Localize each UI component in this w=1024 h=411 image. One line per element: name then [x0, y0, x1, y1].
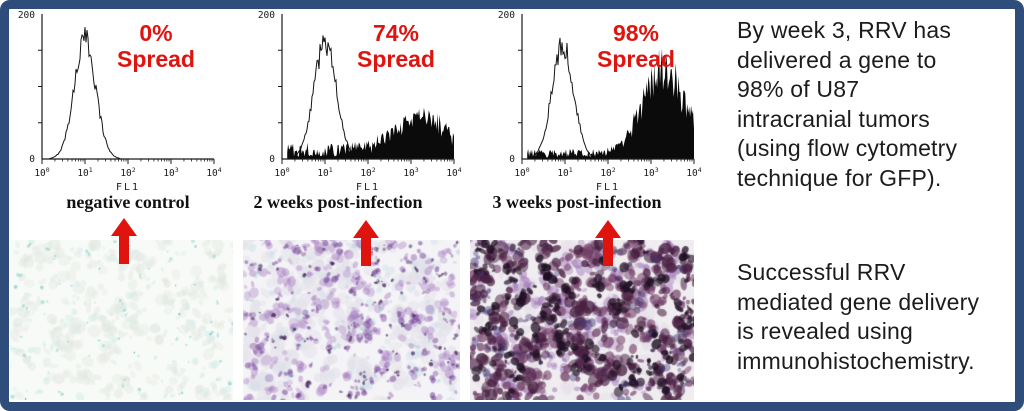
ihc-summary-text: Successful RRV mediated gene delivery is… — [737, 259, 980, 374]
spread-annotation: 74% Spread — [320, 20, 472, 72]
spread-percent: 0% — [139, 20, 173, 46]
svg-text:FL1: FL1 — [596, 182, 620, 193]
svg-text:FL1: FL1 — [356, 182, 380, 193]
up-arrow-icon — [595, 220, 621, 266]
svg-text:0: 0 — [29, 154, 35, 165]
svg-text:104: 104 — [686, 166, 701, 179]
flow-panel-2-weeks: 100 101 102 103 104 200 0 FL1 74% Spread — [248, 4, 478, 196]
svg-text:200: 200 — [18, 10, 35, 21]
svg-text:0: 0 — [269, 154, 275, 165]
svg-text:200: 200 — [498, 10, 515, 21]
spread-percent: 74% — [372, 20, 420, 46]
spread-word: Spread — [597, 46, 675, 72]
svg-text:102: 102 — [120, 166, 135, 179]
caption-2-weeks: 2 weeks post-infection — [253, 192, 423, 212]
svg-text:102: 102 — [360, 166, 375, 179]
up-arrow-icon — [353, 220, 379, 266]
ihc-image-2-weeks — [243, 240, 460, 400]
svg-text:FL1: FL1 — [116, 182, 140, 193]
svg-text:0: 0 — [509, 154, 515, 165]
svg-text:101: 101 — [317, 166, 332, 179]
svg-text:101: 101 — [77, 166, 92, 179]
svg-text:200: 200 — [258, 10, 275, 21]
svg-text:100: 100 — [34, 166, 49, 179]
flow-histogram-negative-control: 100 101 102 103 104 200 0 FL1 — [18, 10, 222, 193]
flow-histogram-3-weeks: 100 101 102 103 104 200 0 FL1 — [498, 10, 702, 193]
svg-text:103: 103 — [163, 166, 178, 179]
ihc-image-3-weeks — [470, 240, 694, 400]
spread-word: Spread — [357, 46, 435, 72]
flow-panel-negative-control: 100 101 102 103 104 200 0 FL1 0% Spread — [8, 4, 238, 196]
spread-percent: 98% — [612, 20, 660, 46]
caption-negative-control: negative control — [66, 192, 190, 212]
svg-text:100: 100 — [274, 166, 289, 179]
flow-histogram-2-weeks: 100 101 102 103 104 200 0 FL1 — [258, 10, 462, 193]
svg-text:103: 103 — [643, 166, 658, 179]
caption-3-weeks: 3 weeks post-infection — [492, 192, 662, 212]
svg-text:101: 101 — [557, 166, 572, 179]
flow-summary-text: By week 3, RRV has delivered a gene to 9… — [737, 17, 958, 191]
svg-text:104: 104 — [446, 166, 461, 179]
ihc-image-negative-control — [10, 240, 233, 400]
svg-text:102: 102 — [600, 166, 615, 179]
spread-annotation: 0% Spread — [80, 20, 232, 72]
spread-word: Spread — [117, 46, 195, 72]
svg-text:104: 104 — [206, 166, 221, 179]
flow-panel-3-weeks: 100 101 102 103 104 200 0 FL1 98% Spread — [488, 4, 718, 196]
up-arrow-icon — [111, 218, 137, 264]
spread-annotation: 98% Spread — [560, 20, 712, 72]
svg-text:100: 100 — [514, 166, 529, 179]
svg-text:103: 103 — [403, 166, 418, 179]
